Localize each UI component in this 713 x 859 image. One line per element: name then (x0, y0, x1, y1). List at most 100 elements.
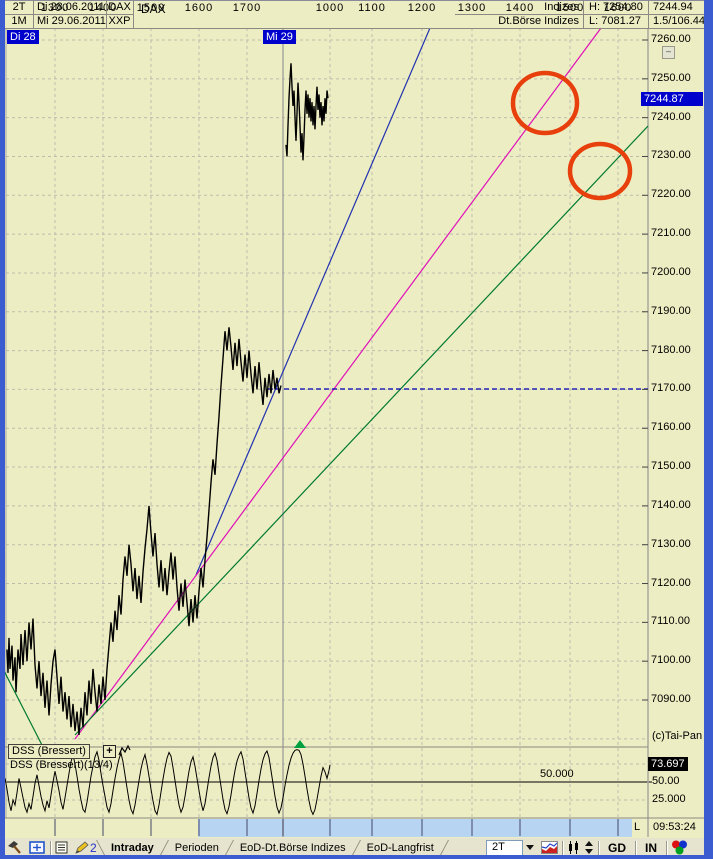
price-axis-label: 7090.00 (651, 693, 691, 705)
window-border-bottom (0, 855, 713, 859)
price-axis-label: 7240.00 (651, 111, 691, 123)
in-button[interactable]: IN (645, 840, 657, 855)
indicator-style-icon (118, 744, 131, 756)
date-cell: Di 28.06.2011 (37, 1, 105, 13)
taipan-logo-icon[interactable] (671, 840, 688, 855)
price-axis-label: 7260.00 (651, 33, 691, 45)
up-arrow-marker (294, 740, 306, 748)
toolbar-separator (635, 840, 636, 855)
tab-separator (351, 840, 361, 855)
steep-blue-trendline (195, 27, 431, 576)
day-badge-mi29: Mi 29 (263, 30, 296, 44)
time-axis-label: 1200 (407, 2, 437, 14)
toolbar-separator (50, 840, 51, 855)
green-up-trendline (74, 125, 649, 736)
tab-intraday[interactable]: Intraday (111, 841, 154, 854)
period-combo[interactable]: 2T (486, 839, 523, 856)
period-cell: 2T (12, 1, 26, 13)
oscillator-level-50: 50.00 (652, 775, 680, 787)
price-axis-label: 7110.00 (651, 615, 690, 627)
price-line (6, 327, 282, 735)
time-axis-label: 1600 (184, 2, 214, 14)
day-badge-di28: Di 28 (7, 30, 39, 44)
price-axis-label: 7130.00 (651, 538, 691, 550)
tab-separator (224, 840, 234, 855)
oscillator-name-box[interactable]: DSS (Bressert) (8, 744, 90, 759)
list-icon[interactable] (55, 841, 69, 854)
time-axis-label: 1400 (88, 2, 118, 14)
price-axis-label: 7210.00 (651, 227, 691, 239)
time-axis-label: 1500 (555, 2, 585, 14)
chart-title: DAX (141, 2, 166, 16)
candlestick-toggle-icon[interactable] (567, 841, 580, 854)
day-low-label: L: 7081.27 (589, 15, 641, 27)
day-high-label: H: 7254.80 (589, 1, 643, 13)
last-tick-marker: L (634, 821, 641, 833)
oscillator-params-label: DSS (Bressert)(13/4) (10, 759, 113, 771)
toolbar-separator (562, 840, 563, 855)
price-axis-label: 7120.00 (651, 577, 691, 589)
time-axis-label: 1100 (358, 2, 386, 14)
price-axis-label: 7100.00 (651, 654, 691, 666)
symbol-cell: XXP (108, 15, 131, 27)
price-axis-label: 7220.00 (651, 188, 691, 200)
window-border-left (0, 0, 5, 859)
header-bottom-line (0, 28, 704, 29)
window-panes-icon[interactable] (29, 840, 46, 855)
price-axis-label: 7140.00 (651, 499, 691, 511)
bottom-toolbar (0, 838, 705, 855)
tab-eod-dt-b-rse-indizes[interactable]: EoD-Dt.Börse Indizes (239, 841, 346, 854)
time-axis-label: 1600 (603, 2, 633, 14)
price-line (285, 63, 329, 161)
price-axis-label: 7180.00 (651, 344, 691, 356)
time-axis-label: 1000 (315, 2, 345, 14)
hammer-icon[interactable] (6, 840, 23, 855)
collapse-button[interactable]: – (662, 46, 675, 59)
tab-perioden[interactable]: Perioden (174, 841, 219, 854)
window-border-top (0, 0, 713, 1)
time-axis-label: 1700 (232, 2, 262, 14)
scale-updown-icon[interactable] (584, 841, 594, 854)
date-cell: Mi 29.06.2011 (37, 15, 106, 27)
oscillator-level-25: 25.000 (652, 793, 686, 805)
clock-label: 09:53:24 (653, 821, 696, 833)
magenta-trendline (74, 27, 602, 740)
price-axis-label: 7170.00 (651, 382, 691, 394)
annotation-circle (510, 70, 580, 136)
period-cell: 1M (11, 15, 27, 27)
period-combo-arrow[interactable] (523, 840, 538, 856)
tab-separator (96, 840, 105, 855)
prev-close-value: 7244.94 (653, 1, 693, 13)
change-value: 1.5/106.44 (653, 15, 705, 27)
pencil-icon[interactable] (74, 840, 89, 855)
header-divider (455, 14, 704, 15)
oscillator-last-badge: 73.697 (648, 757, 688, 771)
price-axis-label: 7160.00 (651, 421, 691, 433)
toolbar-separator (666, 840, 667, 855)
header-divider (133, 0, 134, 28)
symbol-cell: DAX (108, 1, 131, 13)
time-axis-label: 1300 (40, 2, 70, 14)
pencil-count: 2 (90, 840, 97, 855)
time-axis-label: 1400 (505, 2, 535, 14)
time-axis-selection-band (198, 819, 632, 837)
price-axis-label: 7230.00 (651, 149, 691, 161)
add-indicator-button[interactable]: + (103, 745, 116, 758)
tab-eod-langfrist[interactable]: EoD-Langfrist (366, 841, 434, 854)
price-axis-label: 7250.00 (651, 72, 691, 84)
index-group-label: Dt.Börse Indizes (498, 15, 579, 27)
oscillator-midline-label: 50.000 (540, 768, 574, 780)
price-axis-label: 7200.00 (651, 266, 691, 278)
chart-type-icon[interactable] (541, 841, 558, 854)
index-group-label: Indizes (544, 1, 579, 13)
green-down-trendline (0, 662, 44, 748)
copyright-label: (c)Tai-Pan (652, 730, 703, 742)
gd-button[interactable]: GD (608, 840, 626, 855)
time-axis-label: 1500 (136, 2, 166, 14)
tab-separator (159, 840, 169, 855)
time-axis-label: 1300 (457, 2, 487, 14)
sheet-tabs: Intraday Perioden EoD-Dt.Börse Indizes EoD-… (96, 839, 449, 856)
last-price-badge: 7244.87 (641, 92, 703, 106)
